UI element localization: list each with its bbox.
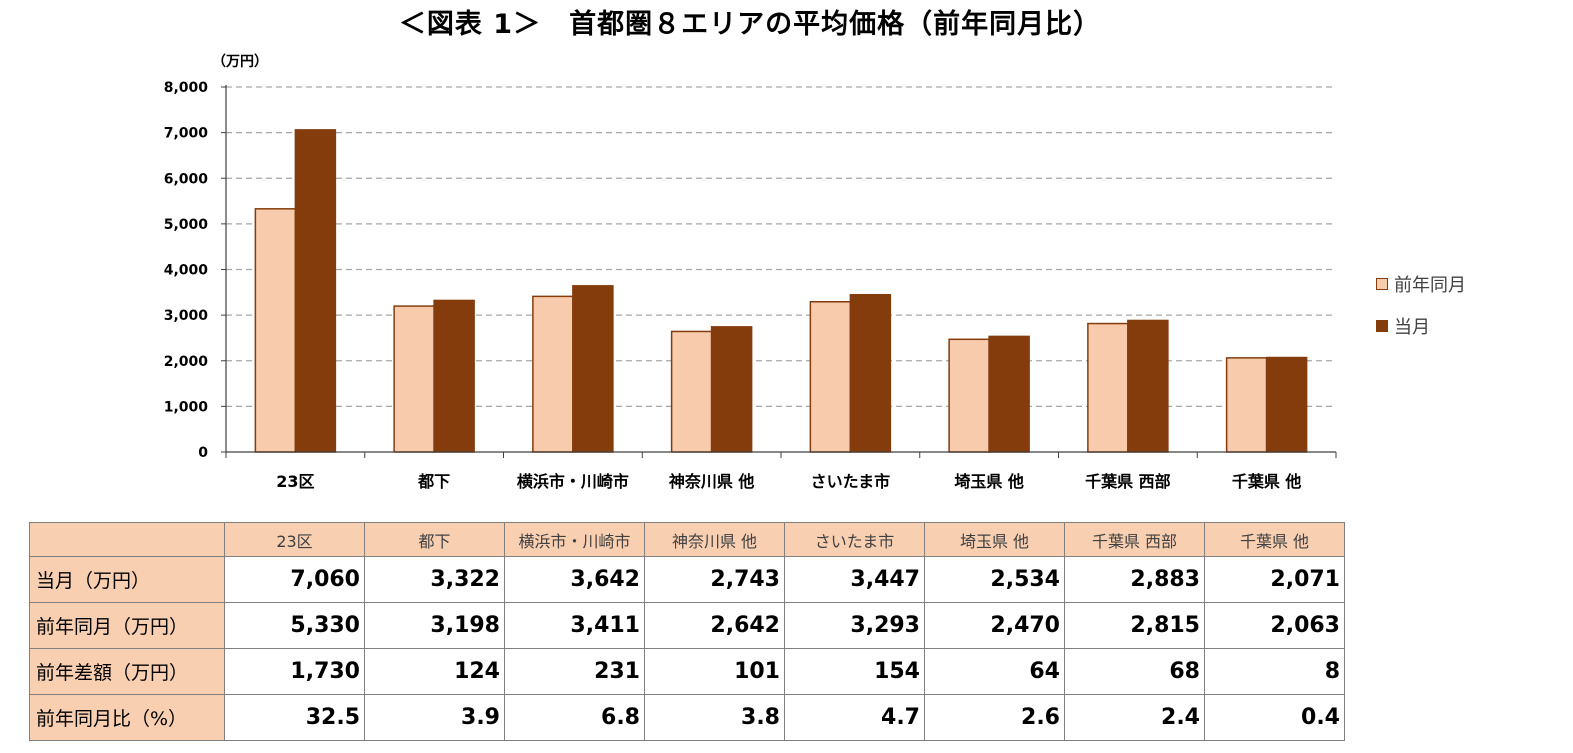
table-cell: 6.8: [504, 694, 645, 741]
legend-item-curr: 当月: [1376, 312, 1496, 340]
table-cell: 0.4: [1204, 694, 1345, 741]
table-cell: 4.7: [784, 694, 925, 741]
y-tick-label: 4,000: [164, 263, 209, 279]
table-col-header: 23区: [224, 522, 365, 557]
table-cell: 2,815: [1064, 602, 1205, 649]
y-tick-label: 1,000: [164, 399, 209, 415]
bar-current: [988, 335, 1030, 453]
table-cell: 3,642: [504, 556, 645, 603]
table-corner-cell: [29, 522, 225, 557]
data-table: 23区 都下 横浜市・川崎市 神奈川県 他 さいたま市 埼玉県 他 千葉県 西部…: [29, 522, 1345, 741]
table-cell: 3,198: [364, 602, 505, 649]
table-cell: 2.6: [924, 694, 1065, 741]
table-cell: 124: [364, 648, 505, 695]
legend-label-prev: 前年同月: [1394, 275, 1466, 296]
x-axis-labels: 23区 都下 横浜市・川崎市 神奈川県 他 さいたま市 埼玉県 他 千葉県 西部 千葉県 他: [276, 472, 1301, 491]
legend-swatch-prev: [1376, 278, 1388, 290]
bar-prev-year: [393, 305, 435, 453]
x-tick-label: 千葉県 他: [1232, 472, 1302, 491]
table-col-header: さいたま市: [784, 522, 925, 557]
table-cell: 2,063: [1204, 602, 1345, 649]
x-tick-label: 横浜市・川崎市: [517, 472, 629, 491]
legend: 前年同月 当月: [1376, 270, 1496, 354]
table-col-header: 千葉県 西部: [1064, 522, 1205, 557]
table-col-header: 横浜市・川崎市: [504, 522, 645, 557]
x-tick-label: 神奈川県 他: [669, 472, 755, 491]
table-cell: 68: [1064, 648, 1205, 695]
table-row-label: 前年差額（万円）: [29, 648, 225, 695]
table-cell: 3,322: [364, 556, 505, 603]
table-cell: 32.5: [224, 694, 365, 741]
y-axis-ticks: 0 1,000 2,000 3,000 4,000 5,000 6,000 7,000 8,00…: [164, 80, 226, 461]
table-cell: 3,293: [784, 602, 925, 649]
table-row: 前年同月比（%） 32.5 3.9 6.8 3.8 4.7 2.6 2.4 0.…: [29, 694, 1345, 741]
bar-prev-year: [1087, 322, 1129, 453]
legend-swatch-curr: [1376, 320, 1388, 332]
table-cell: 2,883: [1064, 556, 1205, 603]
bar-current: [1127, 319, 1169, 453]
table-row: 前年差額（万円） 1,730 124 231 101 154 64 68 8: [29, 648, 1345, 695]
bar-current: [1265, 356, 1308, 453]
table-cell: 2,071: [1204, 556, 1345, 603]
y-tick-label: 3,000: [164, 308, 209, 324]
table-cell: 101: [644, 648, 785, 695]
table-cell: 1,730: [224, 648, 365, 695]
bar-prev-year: [670, 330, 713, 453]
table-col-header: 神奈川県 他: [644, 522, 785, 557]
bars: [254, 129, 1308, 453]
table-cell: 3,411: [504, 602, 645, 649]
y-tick-label: 5,000: [164, 217, 209, 233]
bar-chart: （万円） 0 1,000 2,000 3,000 4,000 5,000 6,000 7,00…: [164, 54, 1337, 491]
bar-prev-year: [1225, 357, 1268, 453]
y-tick-label: 8,000: [164, 80, 209, 96]
bar-prev-year: [532, 295, 574, 453]
table-cell: 3.9: [364, 694, 505, 741]
table-cell: 2,642: [644, 602, 785, 649]
bar-prev-year: [254, 208, 297, 453]
x-tick-label: 23区: [276, 472, 314, 491]
bar-prev-year: [948, 338, 990, 453]
gridlines: [226, 86, 1336, 407]
table-row-label: 前年同月比（%）: [29, 694, 225, 741]
table-cell: 3.8: [644, 694, 785, 741]
table-cell: 2.4: [1064, 694, 1205, 741]
x-tick-label: さいたま市: [811, 472, 891, 491]
chart-title: ＜図表 1＞ 首都圏８エリアの平均価格（前年同月比）: [398, 9, 1102, 40]
y-unit-label: （万円）: [212, 54, 268, 70]
y-tick-label: 7,000: [164, 126, 209, 142]
table-row-label: 前年同月（万円）: [29, 602, 225, 649]
table-col-header: 千葉県 他: [1204, 522, 1345, 557]
y-tick-label: 2,000: [164, 354, 209, 370]
bar-prev-year: [809, 301, 852, 453]
x-tick-label: 千葉県 西部: [1085, 472, 1171, 491]
legend-label-curr: 当月: [1394, 317, 1430, 338]
table-cell: 5,330: [224, 602, 365, 649]
x-tick-label: 埼玉県 他: [954, 472, 1024, 491]
table-cell: 3,447: [784, 556, 925, 603]
x-tick-label: 都下: [417, 472, 450, 491]
table-cell: 2,743: [644, 556, 785, 603]
axes: [225, 85, 1337, 458]
y-tick-label: 6,000: [164, 171, 209, 187]
bar-current: [572, 285, 614, 453]
table-row: 前年同月（万円） 5,330 3,198 3,411 2,642 3,293 2…: [29, 602, 1345, 649]
table-row-label: 当月（万円）: [29, 556, 225, 603]
table-header-row: 23区 都下 横浜市・川崎市 神奈川県 他 さいたま市 埼玉県 他 千葉県 西部…: [29, 522, 1345, 557]
table-cell: 2,470: [924, 602, 1065, 649]
table-cell: 8: [1204, 648, 1345, 695]
y-tick-label: 0: [198, 445, 208, 461]
table-cell: 7,060: [224, 556, 365, 603]
bar-current: [710, 326, 753, 453]
table-cell: 2,534: [924, 556, 1065, 603]
table-cell: 231: [504, 648, 645, 695]
table-cell: 154: [784, 648, 925, 695]
table-row: 当月（万円） 7,060 3,322 3,642 2,743 3,447 2,5…: [29, 556, 1345, 603]
bar-current: [294, 129, 337, 453]
bar-current: [849, 293, 892, 453]
bar-current: [433, 299, 475, 453]
table-col-header: 都下: [364, 522, 505, 557]
table-col-header: 埼玉県 他: [924, 522, 1065, 557]
table-cell: 64: [924, 648, 1065, 695]
legend-item-prev: 前年同月: [1376, 270, 1496, 298]
